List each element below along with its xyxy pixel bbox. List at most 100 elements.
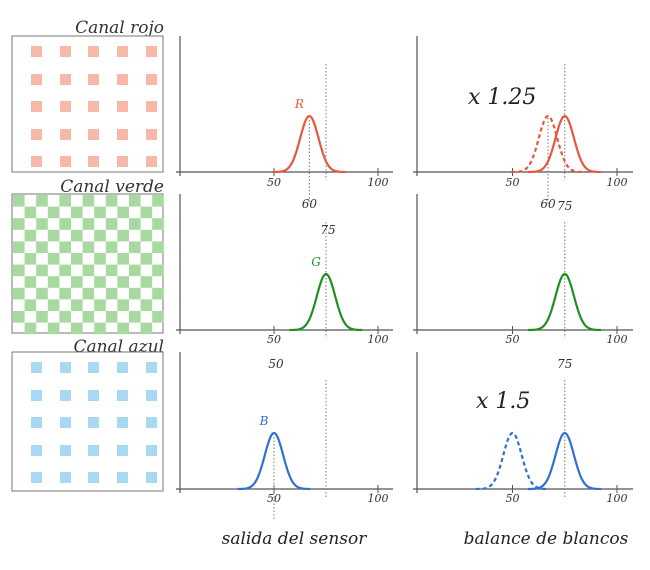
swatch-cell xyxy=(31,129,42,140)
swatch-cell xyxy=(13,241,25,253)
swatch-cell xyxy=(88,101,99,112)
swatch-cell xyxy=(140,299,153,311)
swatch-cell xyxy=(117,362,128,373)
swatch-cell xyxy=(94,276,106,288)
swatch-cell xyxy=(59,195,71,207)
swatch-cell xyxy=(24,276,37,288)
swatch-pattern-blue xyxy=(31,362,157,483)
swatch-cell xyxy=(13,195,25,207)
swatch-cell xyxy=(117,101,128,112)
swatch-cell xyxy=(88,417,99,428)
swatch-cell xyxy=(129,241,141,253)
swatch-cell xyxy=(71,206,83,219)
swatch-cell xyxy=(152,264,164,277)
mean-label-balance-green: 75 xyxy=(557,199,572,213)
swatch-cell xyxy=(82,195,95,207)
swatch-cell xyxy=(146,74,157,85)
swatch-cell xyxy=(31,101,42,112)
swatch-cell xyxy=(129,287,141,300)
swatch-cell xyxy=(82,287,95,300)
swatch-cell xyxy=(60,390,71,401)
factor-label-red: x 1.25 xyxy=(468,85,536,110)
swatch-cell xyxy=(47,206,60,219)
swatch-cell xyxy=(60,74,71,85)
swatch-cell xyxy=(60,156,71,167)
swatch-cell xyxy=(117,229,129,242)
swatch-cell xyxy=(152,311,164,323)
tick-label: 100 xyxy=(368,333,389,346)
swatch-cell xyxy=(146,101,157,112)
mean-label-red: 60 xyxy=(302,197,318,211)
swatch-cell xyxy=(117,156,128,167)
swatch-cell xyxy=(24,322,37,335)
mean-label-balance-red: 60 xyxy=(540,197,556,211)
swatch-cell xyxy=(146,445,157,456)
swatch-cell xyxy=(105,311,118,323)
swatch-cell xyxy=(117,74,128,85)
swatch-cell xyxy=(88,74,99,85)
swatch-cell xyxy=(36,311,48,323)
tick-label: 100 xyxy=(607,333,628,346)
swatch-cell xyxy=(82,218,95,230)
tick-label: 100 xyxy=(368,176,389,189)
swatch-cell xyxy=(129,195,141,207)
swatch-pattern-green xyxy=(13,195,164,335)
swatch-cell xyxy=(13,311,25,323)
swatch-cell xyxy=(71,253,83,265)
swatch-cell xyxy=(105,195,118,207)
swatch-cell xyxy=(31,362,42,373)
swatch-cell xyxy=(146,362,157,373)
swatch-cell xyxy=(31,417,42,428)
swatch-cell xyxy=(117,417,128,428)
swatch-cell xyxy=(36,218,48,230)
tick-label: 100 xyxy=(607,176,628,189)
swatch-cell xyxy=(24,299,37,311)
swatch-cell xyxy=(88,46,99,57)
swatch-cell xyxy=(94,253,106,265)
factor-label-blue: x 1.5 xyxy=(476,389,530,414)
histogram-curve-blue xyxy=(237,431,311,491)
swatch-cell xyxy=(140,322,153,335)
swatch-cell xyxy=(88,445,99,456)
histogram-curve-balanced-blue xyxy=(527,431,602,491)
tick-label: 50 xyxy=(506,333,520,346)
swatch-cell xyxy=(60,362,71,373)
tick-label: 50 xyxy=(267,492,281,505)
swatch-cell xyxy=(152,218,164,230)
swatch-cell xyxy=(117,445,128,456)
swatch-cell xyxy=(152,287,164,300)
swatch-cell xyxy=(71,299,83,311)
histogram-curve-green xyxy=(289,272,363,332)
swatch-cell xyxy=(88,472,99,483)
histogram-plots: 50 100 R 60 50 100 60 50 100 G 75 50 100 75 50 100 B 50 50… xyxy=(176,36,633,521)
swatch-cell xyxy=(94,322,106,335)
swatch-cell xyxy=(94,299,106,311)
swatch-cell xyxy=(13,218,25,230)
swatch-cell xyxy=(105,218,118,230)
swatch-cell xyxy=(105,264,118,277)
swatch-cell xyxy=(59,311,71,323)
swatch-pattern-red xyxy=(31,46,157,167)
swatch-cell xyxy=(117,390,128,401)
histogram-curve-original-red xyxy=(511,114,585,174)
swatch-cell xyxy=(105,241,118,253)
swatch-cell xyxy=(146,129,157,140)
swatch-cell xyxy=(24,229,37,242)
swatch-cell xyxy=(146,156,157,167)
peak-letter-blue: B xyxy=(259,414,269,428)
swatch-cell xyxy=(24,206,37,219)
swatch-cell xyxy=(31,156,42,167)
swatch-cell xyxy=(88,129,99,140)
swatch-cell xyxy=(31,46,42,57)
mean-label-blue: 50 xyxy=(268,357,284,371)
swatch-cell xyxy=(82,311,95,323)
tick-label: 50 xyxy=(506,176,520,189)
histogram-curve-balanced-green xyxy=(527,272,602,332)
swatch-cell xyxy=(71,276,83,288)
swatch-cell xyxy=(117,276,129,288)
swatch-cell xyxy=(117,46,128,57)
swatch-cell xyxy=(71,229,83,242)
swatch-cell xyxy=(82,264,95,277)
swatch-cell xyxy=(60,417,71,428)
